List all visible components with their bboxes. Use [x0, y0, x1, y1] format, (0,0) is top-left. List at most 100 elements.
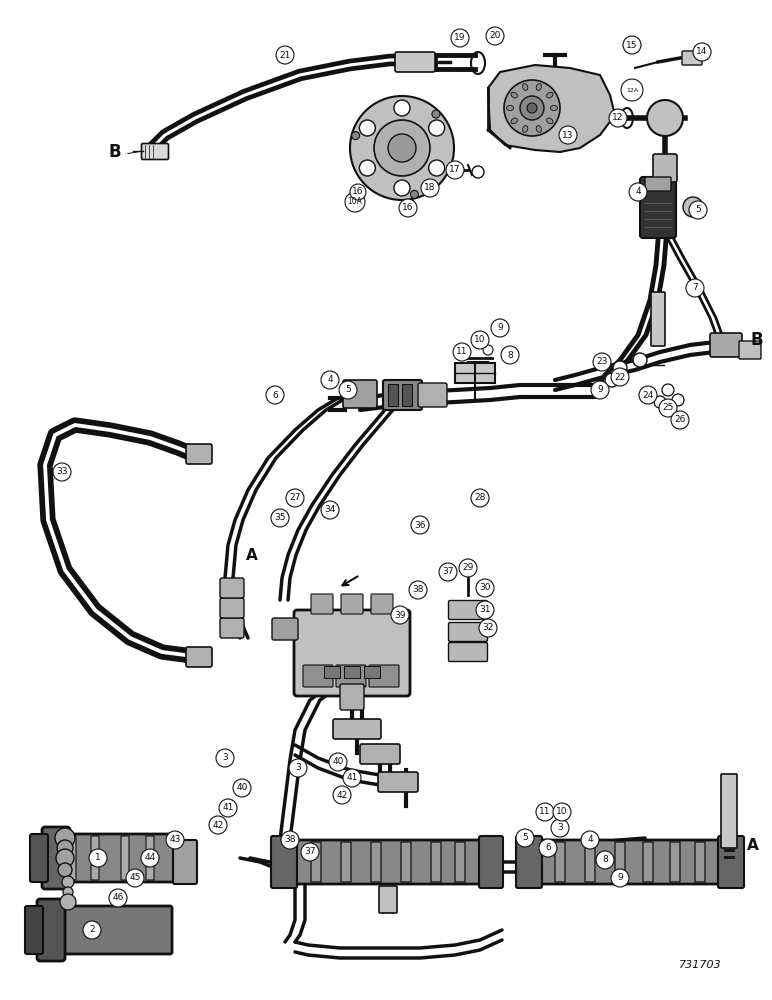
FancyBboxPatch shape	[371, 842, 381, 882]
FancyBboxPatch shape	[378, 772, 418, 792]
Circle shape	[539, 839, 557, 857]
FancyBboxPatch shape	[360, 744, 400, 764]
Polygon shape	[488, 65, 615, 152]
Circle shape	[411, 190, 418, 198]
Text: A: A	[246, 548, 258, 562]
Circle shape	[471, 489, 489, 507]
Circle shape	[536, 803, 554, 821]
FancyBboxPatch shape	[449, 643, 487, 662]
Text: 20: 20	[489, 31, 501, 40]
FancyBboxPatch shape	[449, 622, 487, 642]
FancyBboxPatch shape	[271, 836, 297, 888]
FancyBboxPatch shape	[645, 177, 671, 191]
Circle shape	[321, 501, 339, 519]
Circle shape	[409, 581, 427, 599]
FancyBboxPatch shape	[695, 842, 705, 882]
FancyBboxPatch shape	[653, 154, 677, 182]
Text: 32: 32	[482, 624, 493, 633]
FancyBboxPatch shape	[721, 774, 737, 848]
Text: 37: 37	[442, 568, 454, 576]
Circle shape	[60, 894, 76, 910]
Text: 8: 8	[602, 856, 608, 864]
Text: 2: 2	[90, 926, 95, 934]
Circle shape	[639, 386, 657, 404]
Text: 9: 9	[597, 385, 603, 394]
Circle shape	[58, 863, 72, 877]
Circle shape	[399, 199, 417, 217]
Circle shape	[428, 120, 445, 136]
Circle shape	[333, 786, 351, 804]
Text: 29: 29	[462, 564, 474, 572]
Circle shape	[374, 120, 430, 176]
Text: 46: 46	[112, 894, 124, 902]
FancyBboxPatch shape	[343, 380, 377, 408]
FancyBboxPatch shape	[341, 842, 351, 882]
Circle shape	[472, 166, 484, 178]
Text: 13: 13	[562, 130, 574, 139]
Text: 9: 9	[617, 874, 623, 882]
Circle shape	[654, 396, 666, 408]
FancyBboxPatch shape	[42, 827, 70, 889]
Circle shape	[89, 849, 107, 867]
Circle shape	[209, 816, 227, 834]
Circle shape	[459, 559, 477, 577]
Circle shape	[428, 160, 445, 176]
Ellipse shape	[537, 84, 541, 90]
FancyBboxPatch shape	[141, 143, 168, 159]
Circle shape	[271, 509, 289, 527]
FancyBboxPatch shape	[670, 842, 680, 882]
Ellipse shape	[523, 126, 528, 132]
Circle shape	[166, 831, 184, 849]
FancyBboxPatch shape	[379, 886, 397, 913]
FancyBboxPatch shape	[344, 666, 360, 678]
FancyBboxPatch shape	[333, 719, 381, 739]
Text: 4: 4	[327, 375, 333, 384]
FancyBboxPatch shape	[341, 594, 363, 614]
Circle shape	[504, 80, 560, 136]
Circle shape	[609, 109, 627, 127]
Text: 35: 35	[274, 514, 286, 522]
Circle shape	[53, 463, 71, 481]
Circle shape	[394, 100, 410, 116]
Text: 10A: 10A	[347, 198, 362, 207]
FancyBboxPatch shape	[220, 618, 244, 638]
Circle shape	[343, 769, 361, 787]
Circle shape	[62, 876, 74, 888]
Text: 8: 8	[507, 351, 513, 360]
Circle shape	[289, 759, 307, 777]
Text: 6: 6	[545, 844, 551, 852]
FancyBboxPatch shape	[25, 906, 43, 954]
FancyBboxPatch shape	[30, 834, 48, 882]
Circle shape	[266, 386, 284, 404]
Text: 30: 30	[479, 584, 491, 592]
Text: 5: 5	[522, 834, 528, 842]
FancyBboxPatch shape	[718, 836, 744, 888]
Circle shape	[672, 394, 684, 406]
Text: 1: 1	[95, 854, 101, 862]
FancyBboxPatch shape	[68, 836, 76, 880]
Ellipse shape	[523, 84, 528, 90]
Circle shape	[671, 411, 689, 429]
Circle shape	[350, 96, 454, 200]
Circle shape	[55, 828, 75, 848]
Circle shape	[321, 371, 339, 389]
FancyBboxPatch shape	[369, 665, 399, 687]
Text: 34: 34	[324, 506, 336, 514]
FancyBboxPatch shape	[640, 177, 676, 238]
FancyBboxPatch shape	[710, 333, 742, 357]
Circle shape	[350, 184, 366, 200]
Circle shape	[629, 183, 647, 201]
FancyBboxPatch shape	[401, 842, 411, 882]
Circle shape	[479, 619, 497, 637]
Circle shape	[63, 887, 73, 897]
Circle shape	[483, 345, 493, 355]
Circle shape	[276, 46, 294, 64]
Text: 7: 7	[692, 284, 698, 292]
Text: 12: 12	[612, 113, 624, 122]
Circle shape	[476, 579, 494, 597]
FancyBboxPatch shape	[555, 842, 565, 882]
FancyBboxPatch shape	[58, 906, 172, 954]
Circle shape	[551, 819, 569, 837]
FancyBboxPatch shape	[340, 684, 364, 710]
Circle shape	[56, 849, 74, 867]
